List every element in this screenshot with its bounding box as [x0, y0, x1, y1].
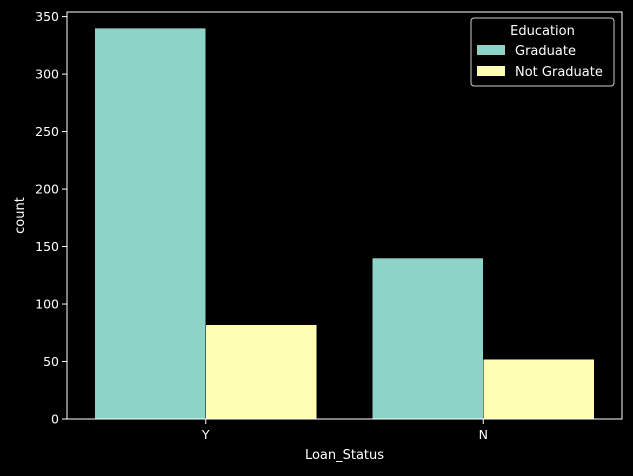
y-axis-ticks: 0 50 100 150 200 250 300 350	[35, 9, 67, 427]
bar-not-graduate-n	[483, 358, 595, 420]
legend-title: Education	[510, 24, 575, 39]
bar-graduate-y	[94, 27, 206, 420]
legend: Education Graduate Not Graduate	[470, 17, 615, 87]
bars-group	[94, 27, 595, 420]
y-tick-label: 200	[35, 182, 59, 197]
bar-not-graduate-y	[205, 324, 317, 420]
y-tick-label: 250	[35, 124, 59, 139]
y-tick-label: 350	[35, 9, 59, 24]
x-tick-label: Y	[201, 427, 210, 442]
legend-label-graduate: Graduate	[515, 44, 576, 59]
x-tick-label: N	[479, 427, 488, 442]
y-tick-label: 0	[51, 412, 59, 427]
legend-label-not-graduate: Not Graduate	[515, 65, 603, 80]
legend-items: Graduate Not Graduate	[477, 44, 603, 80]
x-axis-label: Loan_Status	[305, 448, 384, 463]
y-tick-label: 100	[35, 297, 59, 312]
y-axis-label: count	[13, 197, 28, 234]
y-tick-label: 50	[43, 354, 59, 369]
bar-graduate-n	[372, 257, 484, 420]
y-tick-label: 150	[35, 239, 59, 254]
y-tick-label: 300	[35, 67, 59, 82]
plot-frame	[66, 11, 623, 420]
legend-box	[470, 17, 615, 87]
legend-swatch-graduate	[477, 45, 505, 55]
legend-swatch-not-graduate	[477, 66, 505, 76]
